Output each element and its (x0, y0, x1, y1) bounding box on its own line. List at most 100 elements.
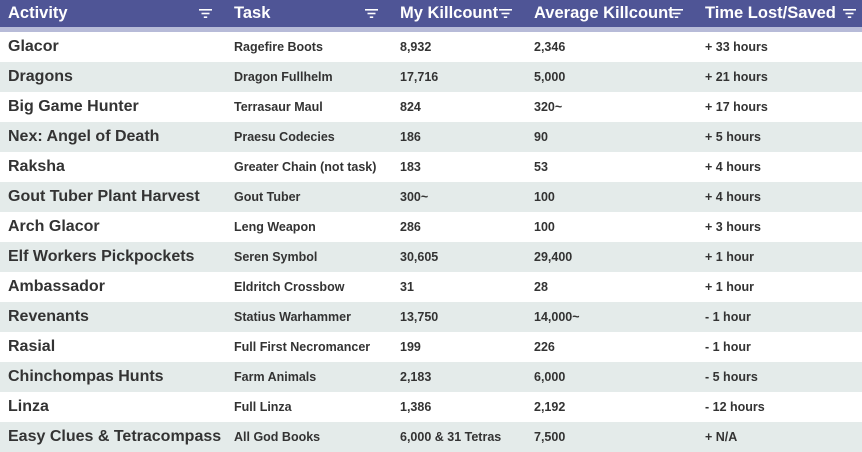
activity-cell: Elf Workers Pickpockets (8, 248, 195, 265)
average-killcount-cell: 5,000 (534, 70, 566, 84)
average-killcount-cell: 6,000 (534, 370, 566, 384)
my-killcount-cell: 6,000 & 31 Tetras (400, 430, 502, 444)
task-cell: Statius Warhammer (234, 310, 351, 324)
task-cell: Seren Symbol (234, 250, 318, 264)
time-lost-saved-cell: + 21 hours (705, 70, 768, 84)
task-cell: Eldritch Crossbow (234, 280, 345, 294)
filter-icon[interactable] (365, 9, 378, 18)
time-lost-saved-cell: - 1 hour (705, 340, 751, 354)
table-row: Easy Clues & Tetracompass All God Books … (0, 422, 862, 452)
filter-icon[interactable] (199, 9, 212, 18)
task-cell: Greater Chain (not task) (234, 160, 377, 174)
task-cell: Terrasaur Maul (234, 100, 323, 114)
activity-cell: Revenants (8, 308, 89, 325)
activity-cell: Gout Tuber Plant Harvest (8, 188, 200, 205)
my-killcount-cell: 30,605 (400, 250, 439, 264)
task-cell: Dragon Fullhelm (234, 70, 333, 84)
time-lost-saved-cell: + 3 hours (705, 220, 761, 234)
my-killcount-cell: 199 (400, 340, 421, 354)
time-lost-saved-cell: + 5 hours (705, 130, 761, 144)
activity-cell: Linza (8, 398, 49, 415)
time-lost-saved-cell: + 1 hour (705, 250, 754, 264)
filter-icon[interactable] (670, 9, 683, 18)
table-row: Dragons Dragon Fullhelm 17,716 5,000 + 2… (0, 62, 862, 92)
task-cell: Farm Animals (234, 370, 317, 384)
time-lost-saved-cell: - 12 hours (705, 400, 765, 414)
my-killcount-cell: 183 (400, 160, 421, 174)
average-killcount-cell: 90 (534, 130, 548, 144)
column-header-label: Activity (8, 4, 68, 22)
column-header-my-killcount[interactable]: My Killcount (392, 0, 526, 27)
my-killcount-cell: 824 (400, 100, 421, 114)
my-killcount-cell: 31 (400, 280, 414, 294)
time-lost-saved-cell: + 4 hours (705, 160, 761, 174)
table-row: Chinchompas Hunts Farm Animals 2,183 6,0… (0, 362, 862, 392)
column-header-activity[interactable]: Activity (0, 0, 226, 27)
task-cell: Ragefire Boots (234, 40, 323, 54)
activity-cell: Nex: Angel of Death (8, 128, 160, 145)
column-header-time-lost-saved[interactable]: Time Lost/Saved (697, 0, 862, 27)
activity-cell: Ambassador (8, 278, 105, 295)
column-header-task[interactable]: Task (226, 0, 392, 27)
column-header-average-killcount[interactable]: Average Killcount (526, 0, 697, 27)
time-lost-saved-cell: + 4 hours (705, 190, 761, 204)
my-killcount-cell: 300~ (400, 190, 429, 204)
my-killcount-cell: 186 (400, 130, 421, 144)
column-header-label: My Killcount (400, 4, 499, 22)
average-killcount-cell: 320~ (534, 100, 563, 114)
time-lost-saved-cell: - 1 hour (705, 310, 751, 324)
average-killcount-cell: 226 (534, 340, 555, 354)
activity-cell: Raksha (8, 158, 65, 175)
my-killcount-cell: 2,183 (400, 370, 432, 384)
table-body: Glacor Ragefire Boots 8,932 2,346 + 33 h… (0, 32, 862, 452)
average-killcount-cell: 53 (534, 160, 548, 174)
table-row: Gout Tuber Plant Harvest Gout Tuber 300~… (0, 182, 862, 212)
table-row: Raksha Greater Chain (not task) 183 53 +… (0, 152, 862, 182)
average-killcount-cell: 14,000~ (534, 310, 580, 324)
average-killcount-cell: 2,192 (534, 400, 566, 414)
my-killcount-cell: 8,932 (400, 40, 432, 54)
average-killcount-cell: 29,400 (534, 250, 573, 264)
table-row: Rasial Full First Necromancer 199 226 - … (0, 332, 862, 362)
time-lost-saved-cell: + N/A (705, 430, 738, 444)
my-killcount-cell: 1,386 (400, 400, 432, 414)
activity-cell: Glacor (8, 38, 59, 55)
table-row: Elf Workers Pickpockets Seren Symbol 30,… (0, 242, 862, 272)
task-cell: Praesu Codecies (234, 130, 335, 144)
table-row: Glacor Ragefire Boots 8,932 2,346 + 33 h… (0, 32, 862, 62)
column-header-label: Task (234, 4, 271, 22)
my-killcount-cell: 17,716 (400, 70, 439, 84)
table-header: Activity Task My Killcount Average Killc… (0, 0, 862, 32)
table-row: Big Game Hunter Terrasaur Maul 824 320~ … (0, 92, 862, 122)
column-header-label: Average Killcount (534, 4, 674, 22)
task-cell: All God Books (234, 430, 321, 444)
task-cell: Gout Tuber (234, 190, 301, 204)
filter-icon[interactable] (499, 9, 512, 18)
time-lost-saved-cell: + 33 hours (705, 40, 768, 54)
filter-icon[interactable] (843, 9, 856, 18)
table-row: Revenants Statius Warhammer 13,750 14,00… (0, 302, 862, 332)
table-row: Arch Glacor Leng Weapon 286 100 + 3 hour… (0, 212, 862, 242)
average-killcount-cell: 100 (534, 190, 555, 204)
table-row: Linza Full Linza 1,386 2,192 - 12 hours (0, 392, 862, 422)
my-killcount-cell: 13,750 (400, 310, 439, 324)
task-cell: Full Linza (234, 400, 292, 414)
my-killcount-cell: 286 (400, 220, 421, 234)
time-lost-saved-cell: - 5 hours (705, 370, 758, 384)
average-killcount-cell: 28 (534, 280, 548, 294)
time-lost-saved-cell: + 17 hours (705, 100, 768, 114)
activity-cell: Dragons (8, 68, 73, 85)
table-row: Nex: Angel of Death Praesu Codecies 186 … (0, 122, 862, 152)
activity-cell: Easy Clues & Tetracompass (8, 428, 222, 445)
activity-cell: Arch Glacor (8, 218, 100, 235)
average-killcount-cell: 100 (534, 220, 555, 234)
activity-cell: Big Game Hunter (8, 98, 139, 115)
task-cell: Leng Weapon (234, 220, 316, 234)
average-killcount-cell: 2,346 (534, 40, 566, 54)
activity-cell: Chinchompas Hunts (8, 368, 164, 385)
average-killcount-cell: 7,500 (534, 430, 566, 444)
activity-cell: Rasial (8, 338, 56, 355)
time-lost-saved-cell: + 1 hour (705, 280, 754, 294)
task-cell: Full First Necromancer (234, 340, 371, 354)
